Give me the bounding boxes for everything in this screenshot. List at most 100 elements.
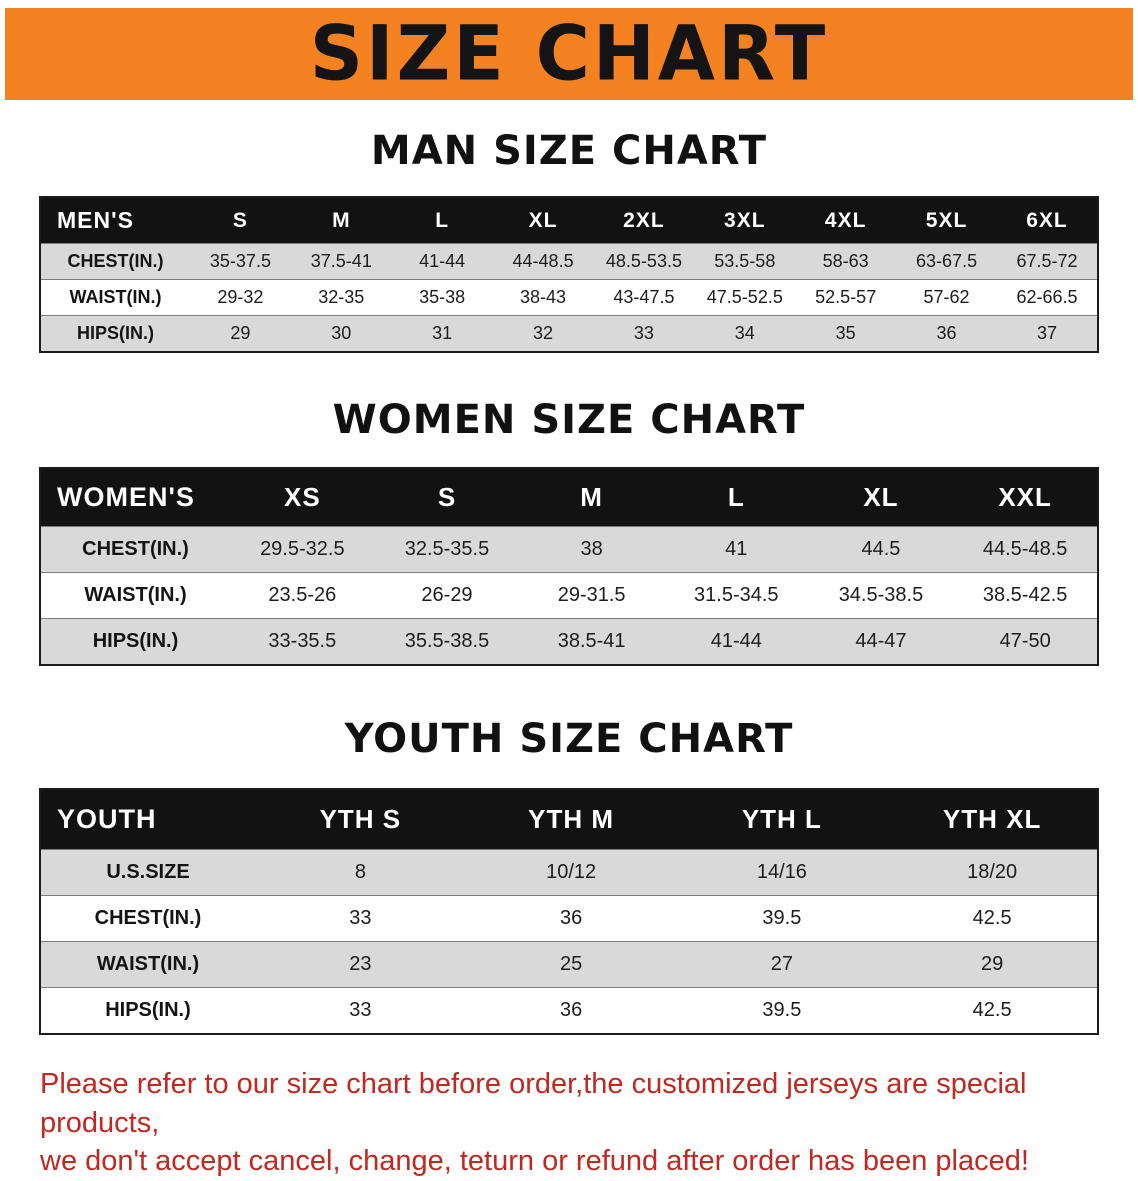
- size-value: 33: [349, 907, 372, 929]
- table-row: CHEST(IN.) 35-37.5 37.5-41 41-44 44-48.5 48.5…: [40, 243, 1098, 280]
- size-value: 29-32: [217, 287, 264, 307]
- size-value: 44-48.5: [512, 251, 574, 271]
- size-column-header: S: [190, 197, 291, 244]
- size-value: 41-44: [710, 630, 762, 652]
- size-value: 29-31.5: [557, 584, 626, 606]
- size-column-header: YTH S: [255, 789, 466, 850]
- women-section-heading: WOMEN SIZE CHART: [332, 397, 806, 443]
- size-column-header: L: [391, 197, 493, 244]
- table-row: HIPS(IN.) 29 30 31 32 33 34 35 36 37: [40, 315, 1098, 352]
- size-column-header: M: [519, 468, 664, 527]
- size-value: 38: [580, 538, 603, 560]
- youth-size-table: YOUTH YTH S YTH M YTH L YTH XL U.S.SIZE 8 10/12…: [39, 788, 1099, 1035]
- size-value: 23.5-26: [268, 584, 337, 606]
- size-value: 35-38: [419, 287, 466, 307]
- size-value: 34.5-38.5: [838, 584, 924, 606]
- disclaimer: Please refer to our size chart before or…: [40, 1065, 1100, 1181]
- size-value: 63-67.5: [916, 251, 978, 271]
- size-value: 30: [331, 323, 352, 343]
- size-chart-page: SIZE CHART MAN SIZE CHART MEN'S S M L XL 2XL 3…: [0, 8, 1138, 1177]
- table-title-cell: MEN'S: [40, 197, 190, 244]
- size-value: 67.5-72: [1016, 251, 1078, 271]
- size-value: 41-44: [419, 251, 466, 271]
- youth-section-heading: YOUTH SIZE CHART: [344, 716, 794, 762]
- size-column-header: YTH L: [676, 789, 888, 850]
- table-row: CHEST(IN.) 29.5-32.5 32.5-35.5 38 41 44.5 44.5…: [40, 526, 1098, 573]
- size-value: 44-47: [855, 630, 907, 652]
- table-header-row: WOMEN'S XS S M L XL XXL: [40, 468, 1098, 527]
- size-value: 10/12: [546, 861, 597, 883]
- men-section-heading: MAN SIZE CHART: [370, 128, 768, 174]
- size-value: 32.5-35.5: [404, 538, 490, 560]
- size-value: 52.5-57: [815, 287, 877, 307]
- table-title-cell: YOUTH: [40, 789, 255, 850]
- size-column-header: XXL: [953, 468, 1098, 527]
- banner-title: SIZE CHART: [309, 10, 829, 98]
- size-value: 57-62: [923, 287, 970, 307]
- size-value: 29.5-32.5: [260, 538, 345, 560]
- row-label: WAIST(IN.): [96, 953, 200, 975]
- size-value: 41: [725, 538, 748, 560]
- size-column-header: XS: [230, 468, 375, 527]
- size-value: 38.5-42.5: [982, 584, 1068, 606]
- size-value: 35-37.5: [209, 251, 271, 271]
- size-value: 35: [835, 323, 856, 343]
- size-value: 58-63: [822, 251, 869, 271]
- row-label: CHEST(IN.): [94, 907, 202, 929]
- size-column-header: 4XL: [795, 197, 897, 244]
- size-value: 31.5-34.5: [694, 584, 779, 606]
- size-value: 39.5: [762, 999, 802, 1021]
- size-value: 23: [349, 953, 372, 975]
- size-value: 42.5: [972, 907, 1012, 929]
- size-value: 29: [230, 323, 251, 343]
- size-value: 47.5-52.5: [706, 287, 783, 307]
- size-value: 39.5: [762, 907, 802, 929]
- row-label: WAIST(IN.): [69, 287, 162, 307]
- size-value: 38-43: [520, 287, 567, 307]
- size-column-header: L: [663, 468, 809, 527]
- size-value: 32-35: [318, 287, 365, 307]
- disclaimer-line-2: we don't accept cancel, change, teturn o…: [40, 1145, 1029, 1178]
- row-label: U.S.SIZE: [106, 861, 190, 883]
- size-value: 38.5-41: [557, 630, 626, 652]
- table-row: U.S.SIZE 8 10/12 14/16 18/20: [40, 849, 1098, 896]
- size-column-header: YTH M: [465, 789, 677, 850]
- table-row: CHEST(IN.) 33 36 39.5 42.5: [40, 895, 1098, 942]
- size-column-header: S: [374, 468, 520, 527]
- size-value: 27: [770, 953, 793, 975]
- size-value: 62-66.5: [1016, 287, 1078, 307]
- size-value: 8: [354, 861, 366, 883]
- size-column-header: XL: [808, 468, 954, 527]
- size-value: 36: [560, 907, 583, 929]
- table-row: WAIST(IN.) 29-32 32-35 35-38 38-43 43-47.5 47.…: [40, 279, 1098, 316]
- table-header-row: YOUTH YTH S YTH M YTH L YTH XL: [40, 789, 1098, 850]
- men-size-table: MEN'S S M L XL 2XL 3XL 4XL 5XL 6XL CHEST(IN.) 35-37…: [39, 196, 1099, 353]
- size-value: 29: [981, 953, 1004, 975]
- size-value: 31: [432, 323, 453, 343]
- size-value: 33: [349, 999, 372, 1021]
- table-title-cell: WOMEN'S: [40, 468, 230, 527]
- size-column-header: 5XL: [896, 197, 997, 244]
- size-value: 47-50: [999, 630, 1051, 652]
- size-value: 33-35.5: [268, 630, 337, 652]
- size-value: 48.5-53.5: [605, 251, 682, 271]
- banner: SIZE CHART: [5, 8, 1133, 100]
- row-label: HIPS(IN.): [76, 323, 154, 343]
- size-value: 37: [1036, 323, 1058, 343]
- size-value: 34: [734, 323, 755, 343]
- table-row: WAIST(IN.) 23.5-26 26-29 29-31.5 31.5-34.5 34…: [40, 572, 1098, 619]
- row-label: CHEST(IN.): [67, 251, 164, 271]
- size-value: 44.5: [861, 538, 901, 560]
- size-value: 14/16: [756, 861, 807, 883]
- disclaimer-line-1: Please refer to our size chart before or…: [40, 1068, 1027, 1139]
- row-label: CHEST(IN.): [82, 538, 189, 560]
- size-value: 37.5-41: [310, 251, 372, 271]
- size-value: 25: [560, 953, 583, 975]
- table-row: HIPS(IN.) 33 36 39.5 42.5: [40, 987, 1098, 1034]
- size-value: 32: [533, 323, 554, 343]
- size-value: 35.5-38.5: [404, 630, 490, 652]
- size-column-header: M: [290, 197, 392, 244]
- row-label: WAIST(IN.): [84, 584, 187, 606]
- table-header-row: MEN'S S M L XL 2XL 3XL 4XL 5XL 6XL: [40, 197, 1098, 244]
- size-value: 33: [633, 323, 654, 343]
